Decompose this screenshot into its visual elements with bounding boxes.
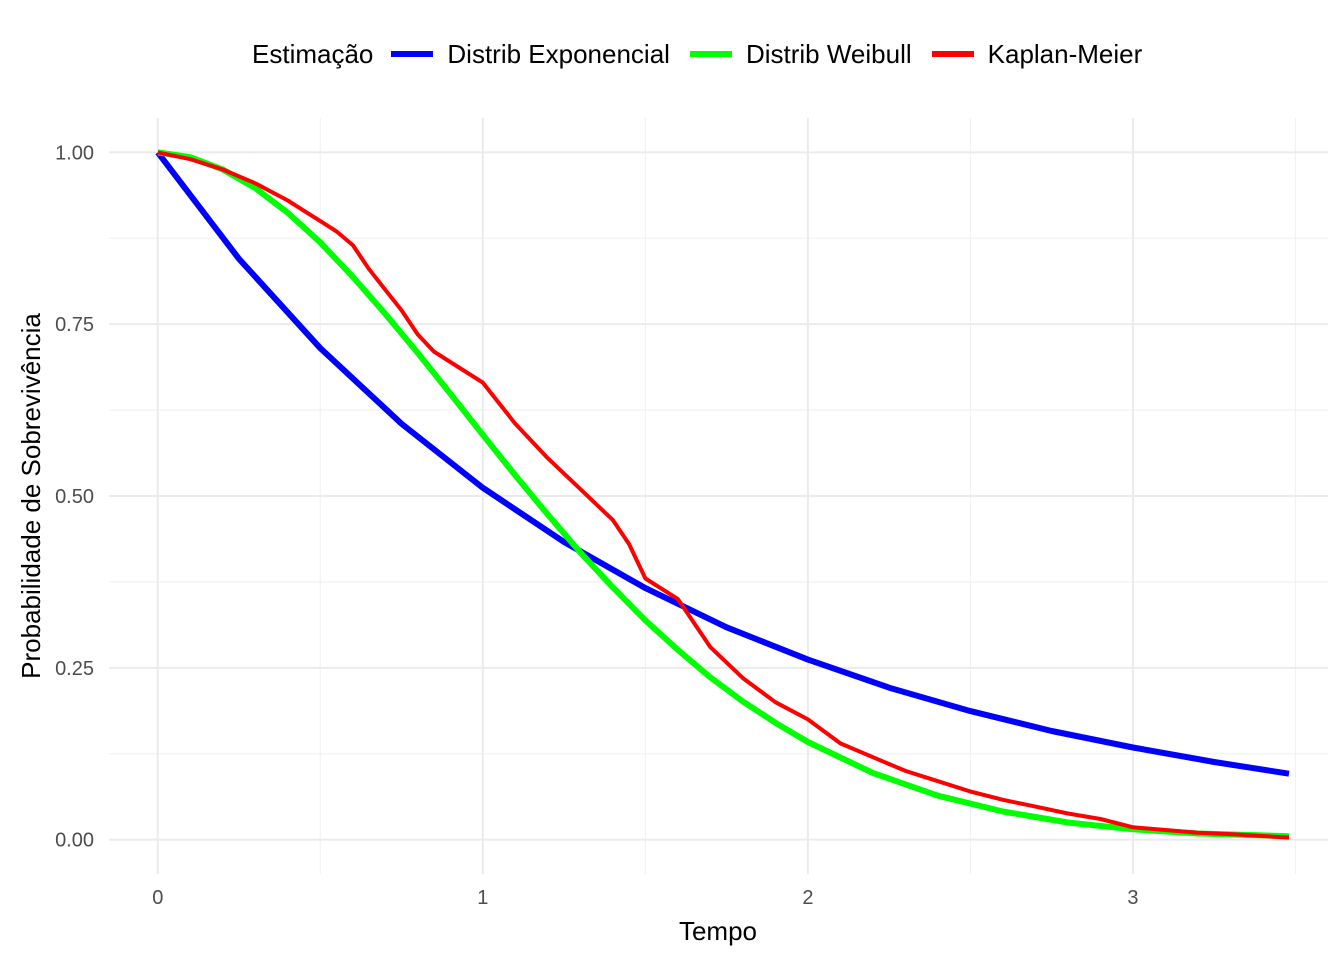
- y-axis-title: Probabilidade de Sobrevivência: [16, 313, 46, 679]
- legend: Estimação Distrib Exponencial Distrib We…: [252, 34, 1162, 74]
- y-tick-label: 0.75: [55, 314, 94, 336]
- series-line-distrib-weibull: [157, 149, 1290, 840]
- series-line-kaplan-meier: [157, 150, 1290, 840]
- y-tick-label: 0.50: [55, 486, 94, 508]
- y-tick-label: 0.25: [55, 658, 94, 680]
- x-tick-label: 0: [152, 887, 163, 909]
- series-line-distrib-exponencial: [155, 150, 1290, 777]
- y-tick-label: 0.00: [55, 830, 94, 852]
- legend-label-kaplan-meier: Kaplan-Meier: [987, 38, 1143, 69]
- legend-title: Estimação: [252, 38, 374, 69]
- legend-key-weibull: [689, 51, 732, 57]
- x-tick-label: 1: [477, 887, 488, 909]
- legend-label-exponencial: Distrib Exponencial: [447, 38, 670, 69]
- x-tick-label: 3: [1127, 887, 1138, 909]
- legend-key-kaplan-meier: [931, 51, 974, 57]
- plot-series: [155, 149, 1290, 840]
- legend-key-exponencial: [391, 51, 434, 57]
- x-axis-title: Tempo: [679, 916, 757, 946]
- y-tick-label: 1.00: [55, 142, 94, 164]
- axis-ticks: 0 1 2 3 0.00 0.25 0.50 0.75 1.00: [55, 142, 1138, 909]
- x-tick-label: 2: [802, 887, 813, 909]
- legend-label-weibull: Distrib Weibull: [745, 38, 912, 69]
- plot-grid: [109, 118, 1328, 874]
